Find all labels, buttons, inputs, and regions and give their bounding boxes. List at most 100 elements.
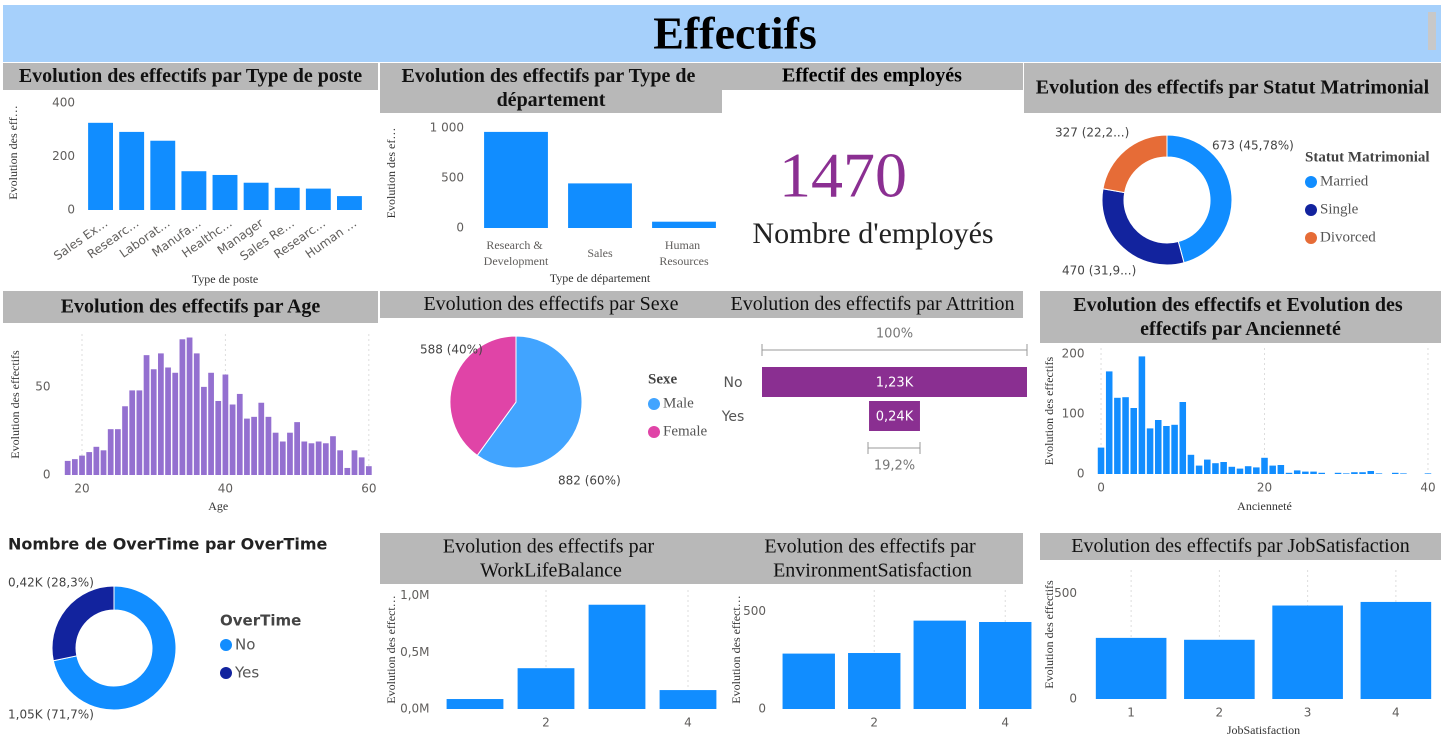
bar	[165, 367, 171, 475]
bar	[446, 699, 504, 709]
data-label: 588 (40%)	[420, 343, 483, 357]
y-tick-label: 500	[743, 604, 766, 618]
bar	[1400, 473, 1407, 474]
slice	[476, 335, 583, 469]
title-box	[722, 533, 1023, 584]
bar	[322, 443, 329, 475]
bar	[1184, 639, 1255, 699]
kpi-value: 1470	[779, 140, 907, 211]
scrollbar[interactable]	[1428, 12, 1436, 50]
bar	[568, 183, 632, 228]
x-tick-label: Sales	[587, 246, 613, 260]
bar	[215, 400, 222, 475]
bar	[179, 339, 186, 475]
legend-title: Sexe	[648, 371, 678, 387]
bar	[222, 374, 229, 475]
data-label: 673 (45,78%)	[1212, 139, 1294, 153]
bar	[1351, 472, 1358, 474]
bar	[1272, 605, 1343, 699]
bar	[1146, 428, 1154, 474]
bar	[659, 690, 717, 709]
data-label: 470 (31,9...)	[1062, 264, 1136, 278]
bar	[1204, 459, 1211, 474]
slice	[449, 335, 517, 457]
legend-title: Statut Matrimonial	[1305, 149, 1430, 165]
y-tick-label: 400	[52, 96, 75, 110]
chart-title: Nombre de OverTime par OverTime	[8, 535, 328, 554]
bar	[1360, 601, 1432, 699]
bar	[1334, 472, 1342, 474]
legend-label: Male	[663, 395, 694, 411]
y-tick-label: 200	[1062, 347, 1085, 361]
bar	[136, 390, 143, 475]
bar	[265, 416, 272, 475]
bar	[236, 393, 243, 475]
bar	[114, 429, 121, 475]
legend-label: Yes	[234, 664, 259, 682]
bar	[64, 460, 71, 475]
title-box	[1040, 291, 1441, 343]
title-box	[380, 533, 722, 584]
bar	[287, 432, 293, 475]
bar	[172, 372, 179, 475]
bar	[517, 668, 575, 709]
x-tick-label: 3	[1304, 706, 1312, 720]
x-tick-label: 60	[361, 482, 376, 496]
header-band	[3, 5, 1441, 62]
bar	[315, 441, 322, 475]
x-axis-title: JobSatisfaction	[1227, 723, 1300, 737]
bar	[305, 188, 331, 210]
chart-title: Evolution des effectifs par Age	[61, 296, 321, 318]
bar	[143, 355, 150, 475]
bar	[258, 402, 265, 475]
bar	[279, 441, 286, 475]
bar	[86, 452, 93, 475]
legend-marker	[1305, 176, 1317, 188]
bar	[212, 174, 238, 210]
bar	[1293, 470, 1301, 474]
chart-title: Evolution des effectifs par WorkLifeBala…	[443, 535, 659, 581]
legend-marker	[648, 398, 660, 410]
bar	[1261, 457, 1268, 474]
x-tick-label: 40	[218, 482, 233, 496]
legend-label: No	[235, 636, 255, 654]
x-tick-label: 2	[542, 716, 550, 730]
bar	[71, 459, 78, 475]
y-axis-title: Evolution des effect…	[384, 595, 398, 703]
slice	[1101, 188, 1185, 266]
bar	[1195, 465, 1203, 474]
bar	[186, 337, 193, 475]
x-tick-label: 1	[1127, 706, 1135, 720]
bar	[201, 386, 207, 475]
chart-title: Evolution des effectifs par Sexe	[423, 293, 678, 315]
legend-label: Single	[1320, 201, 1359, 217]
bar	[484, 131, 548, 228]
kpi-title: Effectif des employés	[782, 65, 962, 87]
bar	[150, 369, 157, 475]
y-tick-label: 0,5M	[400, 645, 429, 659]
data-label: 0,42K (28,3%)	[8, 576, 94, 590]
x-tick-label: 4	[684, 716, 692, 730]
bar	[1236, 468, 1244, 474]
bar	[358, 457, 365, 475]
bar	[93, 446, 100, 475]
bar	[122, 406, 128, 475]
chart-title: Evolution des effectifs par Type de post…	[19, 65, 362, 87]
bar	[1244, 466, 1252, 474]
chart-title: Evolution des effectifs par Statut Matri…	[1036, 77, 1430, 99]
annotation: 100%	[876, 327, 913, 342]
bar	[1392, 472, 1399, 474]
bar	[1171, 424, 1178, 474]
bar	[229, 404, 236, 475]
bar	[308, 443, 315, 475]
bar	[272, 432, 279, 475]
x-axis-title: Type de poste	[192, 272, 258, 286]
legend-marker	[220, 639, 232, 651]
legend-marker	[220, 667, 232, 679]
kpi-label: Nombre d'employés	[752, 217, 993, 250]
y-tick-label: 1 000	[430, 121, 464, 135]
bar	[1277, 465, 1285, 474]
y-axis-title: Evolution des effectifs	[1042, 580, 1056, 689]
title-box	[3, 291, 378, 323]
